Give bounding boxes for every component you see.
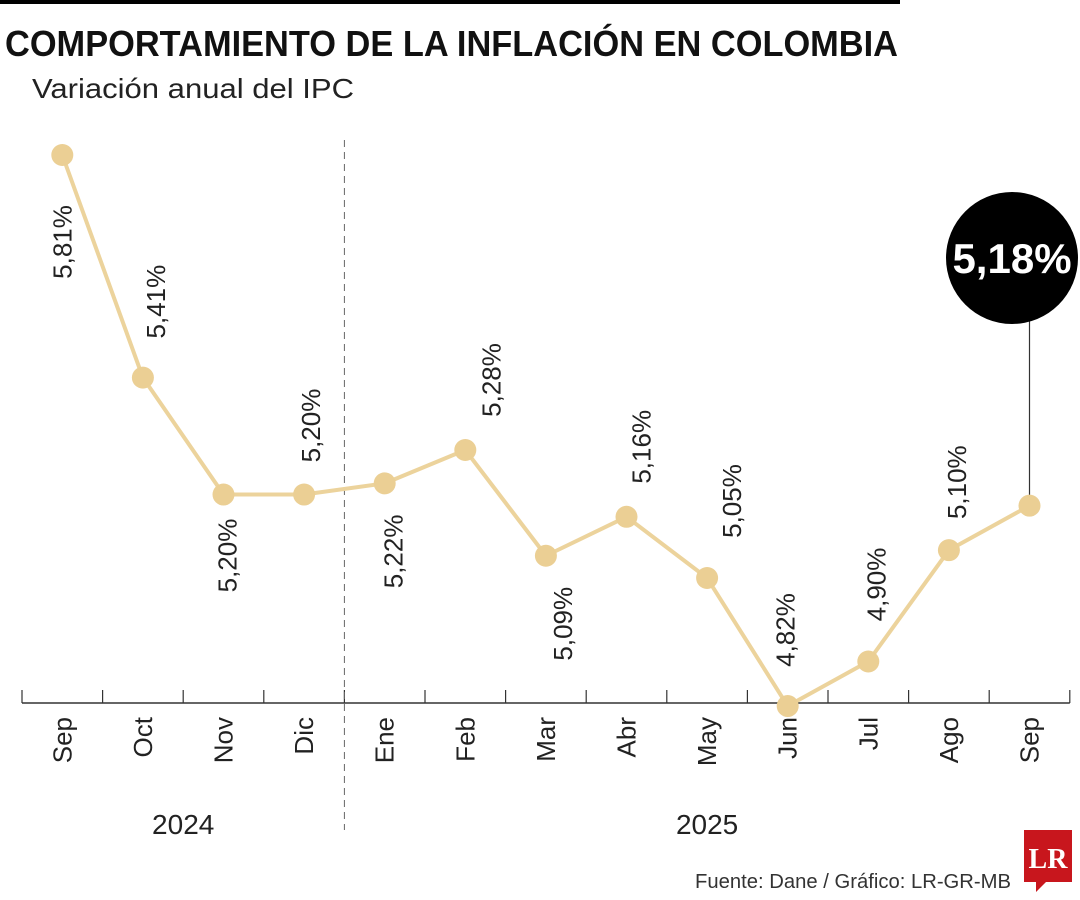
svg-text:LR: LR [1029,844,1069,875]
data-point [1018,494,1041,517]
data-point [857,650,880,673]
data-point [51,144,74,166]
top-bar [0,0,900,4]
x-tick-label: Abr [612,717,642,758]
x-tick-label: Jun [773,717,803,759]
data-point [696,567,719,590]
data-label: 5,28% [476,343,506,417]
data-point [534,544,557,567]
lr-logo: LR [1024,830,1072,892]
data-label: 4,82% [771,593,801,667]
data-point [615,505,638,528]
data-label: 5,81% [47,205,77,279]
data-point [293,483,316,506]
x-tick-label: Jul [853,717,883,750]
x-tick-label: Feb [450,717,480,762]
x-tick-label: Dic [289,717,319,755]
data-point [937,539,960,562]
data-label: 5,20% [296,389,326,463]
data-label: 5,41% [141,265,171,339]
source-text: Fuente: Dane / Gráfico: LR-GR-MB [695,871,1011,893]
data-label: 5,09% [548,587,578,661]
x-tick-label: Ago [934,717,964,763]
data-label: 5,20% [213,519,243,593]
year-label: 2024 [152,809,214,840]
highlight-bubble [946,192,1078,324]
data-point [373,472,396,495]
series-line [60,154,1031,709]
chart-title: COMPORTAMIENTO DE LA INFLACIÓN EN COLOMB… [5,22,898,64]
data-label: 5,05% [717,464,747,538]
data-label: 5,22% [379,515,409,589]
data-point [212,483,235,506]
x-tick-label: Sep [47,717,77,763]
x-tick-label: Nov [209,717,239,763]
x-tick-label: May [692,717,722,766]
x-tick-label: Oct [128,716,158,757]
data-label: 4,90% [861,548,891,622]
data-point [776,695,799,718]
data-point [454,438,477,461]
data-label: 5,10% [942,445,972,519]
data-label: 5,16% [627,410,657,484]
x-tick-label: Mar [531,717,561,762]
year-label: 2025 [676,809,738,840]
highlight-value: 5,18% [952,235,1071,282]
x-tick-label: Sep [1015,717,1045,763]
chart-subtitle: Variación anual del IPC [32,73,354,104]
x-tick-label: Ene [370,717,400,763]
data-point [131,366,154,389]
